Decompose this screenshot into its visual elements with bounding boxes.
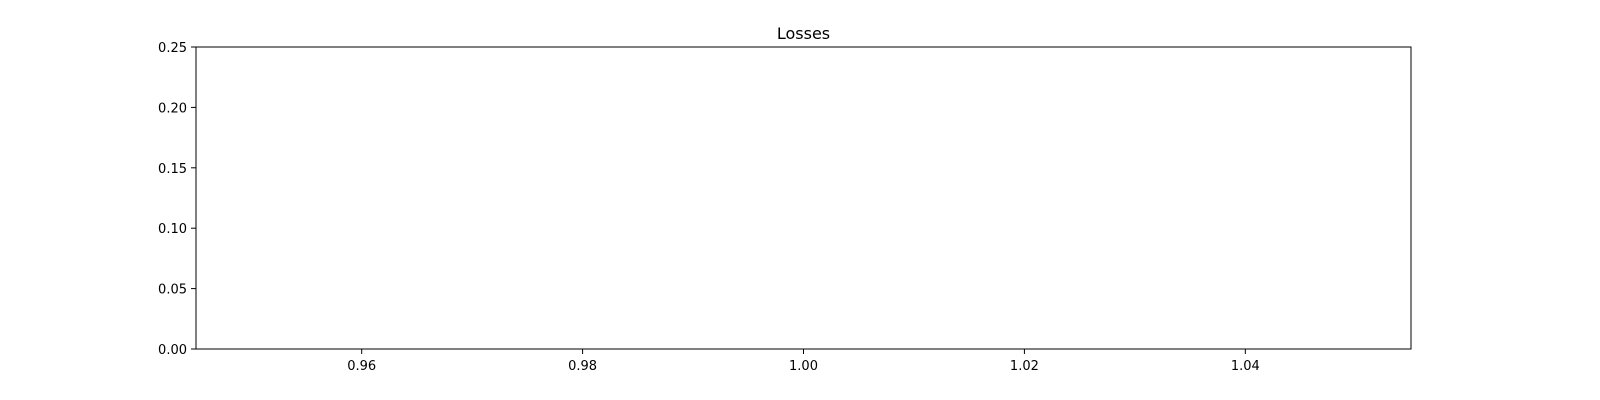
y-tick-label: 0.25 (158, 41, 187, 56)
x-axis: 0.96 0.98 1.00 1.02 1.04 (347, 349, 1260, 374)
y-axis: 0.00 0.05 0.10 0.15 0.20 0.25 (158, 41, 196, 358)
x-tick-label: 1.04 (1231, 359, 1260, 374)
x-tick-label: 0.96 (347, 359, 376, 374)
x-tick-label: 0.98 (568, 359, 597, 374)
y-tick-label: 0.05 (158, 283, 187, 298)
chart-title: Losses (777, 24, 830, 43)
y-tick-label: 0.15 (158, 162, 187, 177)
x-tick-label: 1.02 (1010, 359, 1039, 374)
y-tick-label: 0.00 (158, 343, 187, 358)
y-tick-label: 0.20 (158, 101, 187, 116)
y-tick-label: 0.10 (158, 222, 187, 237)
x-tick-label: 1.00 (789, 359, 818, 374)
